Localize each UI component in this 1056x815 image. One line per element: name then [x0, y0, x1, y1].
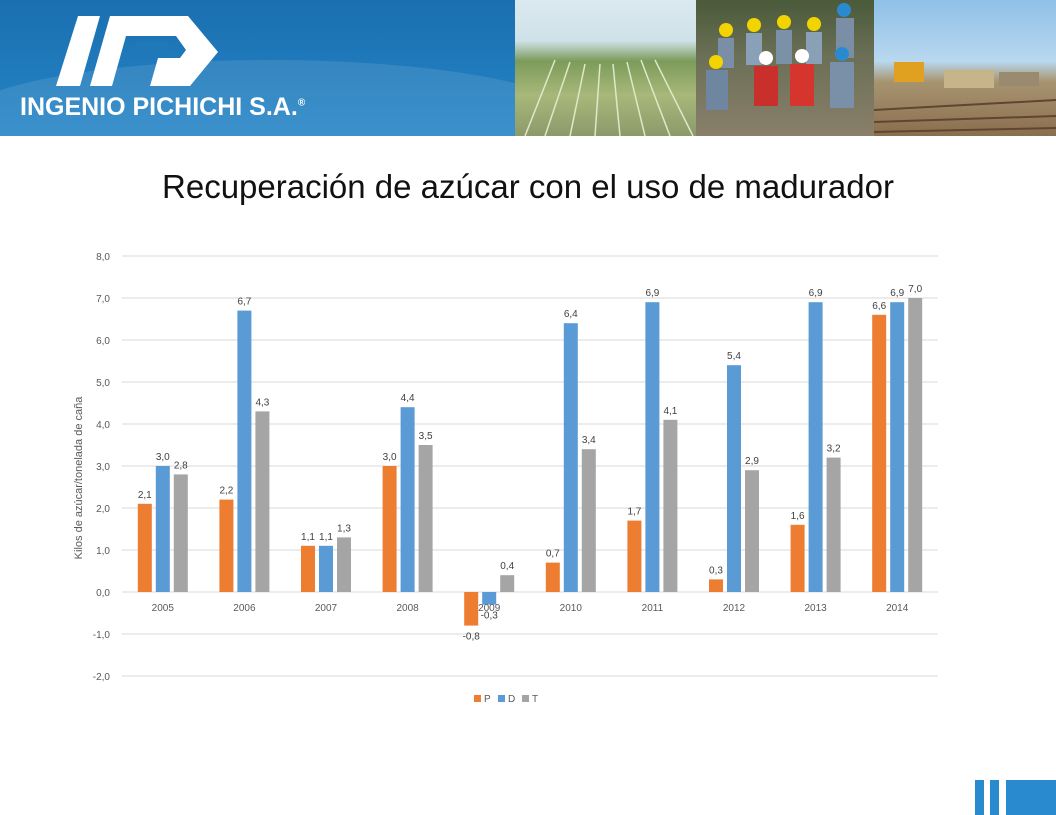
- y-tick-label: 2,0: [96, 504, 110, 515]
- bar-D-2010: [563, 323, 578, 592]
- data-label: 2,8: [174, 460, 188, 471]
- bar-D-2014: [890, 302, 905, 592]
- data-label: 6,9: [809, 288, 823, 299]
- data-label: 1,1: [301, 532, 315, 543]
- bar-T-2013: [826, 457, 841, 592]
- data-label: 0,4: [500, 561, 514, 572]
- bar-D-2006: [237, 310, 252, 592]
- bar-P-2006: [219, 499, 234, 592]
- y-tick-label: 3,0: [96, 462, 110, 473]
- bar-D-2009: [482, 592, 497, 605]
- bar-T-2007: [337, 537, 351, 592]
- data-label: 6,9: [645, 288, 659, 299]
- y-tick-label: 1,0: [96, 546, 110, 557]
- decor-bar-1: [975, 780, 984, 815]
- y-tick-label: -2,0: [93, 672, 111, 683]
- bar-P-2010: [545, 562, 560, 592]
- data-label: 2,9: [745, 456, 759, 467]
- photo-workers: [696, 0, 874, 136]
- bar-T-2006: [255, 411, 270, 592]
- data-label: 4,1: [663, 406, 677, 417]
- bar-P-2009: [464, 592, 479, 626]
- data-label: 1,1: [319, 532, 333, 543]
- bar-T-2014: [908, 298, 923, 592]
- legend-label-P: P: [484, 694, 491, 705]
- bar-P-2013: [790, 524, 805, 592]
- photo-sugarcane-field: [515, 0, 696, 136]
- bar-T-2008: [418, 445, 433, 592]
- legend-label-T: T: [532, 694, 538, 705]
- bar-T-2005: [173, 474, 188, 592]
- decor-bar-3: [1006, 780, 1056, 815]
- bar-D-2013: [808, 302, 823, 592]
- bar-P-2011: [627, 520, 642, 592]
- y-tick-label: -1,0: [93, 630, 111, 641]
- legend-swatch-D: [498, 695, 505, 702]
- slide-title: Recuperación de azúcar con el uso de mad…: [162, 168, 894, 205]
- x-tick-label: 2010: [560, 603, 583, 614]
- bar-P-2005: [137, 503, 152, 592]
- x-tick-label: 2006: [233, 603, 256, 614]
- data-label: 1,7: [627, 507, 641, 518]
- bar-T-2009: [500, 575, 515, 592]
- data-label: 3,4: [582, 435, 596, 446]
- bar-D-2005: [155, 466, 170, 592]
- bar-D-2012: [727, 365, 741, 592]
- bar-chart: 8,0 7,0 6,0 5,0 4,0 3,0 2,0 1,0 0,0 -1,0 -2,0 2,1 3,…: [73, 252, 938, 705]
- data-label: 1,6: [791, 511, 805, 522]
- bar-P-2012: [709, 579, 723, 592]
- bar-D-2007: [319, 545, 333, 592]
- data-label: 5,4: [727, 351, 741, 362]
- x-tick-label: 2005: [152, 603, 175, 614]
- company-name: INGENIO PICHICHI S.A.®: [20, 93, 306, 121]
- data-label: 6,7: [237, 297, 251, 308]
- legend-swatch-T: [522, 695, 529, 702]
- data-label: 2,2: [219, 486, 233, 497]
- company-logo: [56, 16, 218, 86]
- header-banner: INGENIO PICHICHI S.A.®: [0, 0, 1056, 136]
- data-label: 0,3: [709, 565, 723, 576]
- bar-D-2008: [400, 407, 415, 592]
- bar-P-2008: [382, 466, 397, 592]
- data-label: 4,3: [255, 397, 269, 408]
- y-tick-label: 5,0: [96, 378, 110, 389]
- x-tick-label: 2009: [478, 603, 501, 614]
- x-tick-label: 2008: [396, 603, 419, 614]
- y-axis-label: Kilos de azúcar/tonelada de caña: [73, 396, 85, 560]
- bar-P-2007: [301, 545, 315, 592]
- data-label: 2,1: [138, 490, 152, 501]
- decor-bar-2: [990, 780, 999, 815]
- data-label: 3,0: [383, 452, 397, 463]
- data-label: 6,6: [872, 301, 886, 312]
- y-tick-label: 7,0: [96, 294, 110, 305]
- data-label: 0,7: [546, 549, 560, 560]
- data-label: 3,5: [419, 431, 433, 442]
- bar-T-2012: [745, 470, 759, 592]
- bar-P-2014: [872, 314, 887, 592]
- y-tick-label: 8,0: [96, 252, 110, 263]
- data-label: 6,9: [890, 288, 904, 299]
- y-tick-label: 4,0: [96, 420, 110, 431]
- photo-harvest-trucks: [874, 0, 1056, 136]
- x-tick-label: 2012: [723, 603, 746, 614]
- data-label: 3,0: [156, 452, 170, 463]
- legend-label-D: D: [508, 694, 515, 705]
- data-label: 7,0: [908, 284, 922, 295]
- x-tick-label: 2007: [315, 603, 338, 614]
- y-tick-label: 6,0: [96, 336, 110, 347]
- data-label: 1,3: [337, 523, 351, 534]
- data-label: -0,3: [481, 611, 499, 622]
- y-tick-label: 0,0: [96, 588, 110, 599]
- x-tick-label: 2013: [804, 603, 827, 614]
- data-label: -0,8: [463, 632, 481, 643]
- x-tick-label: 2011: [642, 603, 664, 614]
- data-label: 4,4: [401, 393, 415, 404]
- bar-T-2011: [663, 419, 678, 592]
- data-label: 3,2: [827, 444, 841, 455]
- legend-swatch-P: [474, 695, 481, 702]
- bar-D-2011: [645, 302, 660, 592]
- data-label: 6,4: [564, 309, 578, 320]
- x-tick-label: 2014: [886, 603, 909, 614]
- bar-T-2010: [581, 449, 596, 592]
